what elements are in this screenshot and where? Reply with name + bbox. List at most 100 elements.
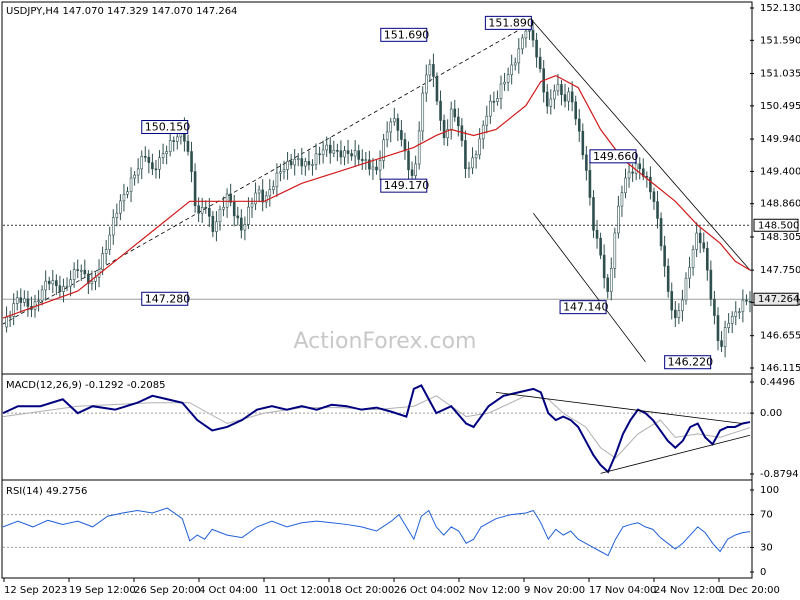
candle-body	[215, 221, 218, 232]
candle-body	[588, 170, 592, 198]
time-tick-label: 11 Oct 12:00	[264, 585, 329, 596]
candle-body	[243, 224, 247, 231]
candle-body	[396, 118, 400, 131]
candle-body	[168, 140, 172, 152]
time-tick-label: 2 Nov 12:00	[459, 585, 520, 596]
candle-body	[723, 327, 727, 347]
time-tick-label: 26 Sep 20:00	[134, 585, 201, 596]
candle-body	[272, 186, 275, 190]
candle-body	[129, 177, 133, 192]
candle-body	[51, 280, 55, 285]
candle-body	[154, 168, 158, 171]
rsi-tick-label: 100	[760, 485, 779, 496]
price-annotation-box	[589, 149, 637, 164]
candle-body	[492, 100, 496, 103]
macd-series	[2, 384, 751, 474]
price-annotation-box	[380, 27, 428, 42]
candle-body	[147, 156, 151, 163]
candle-body	[417, 130, 421, 165]
candle-body	[517, 48, 521, 64]
candle-body	[296, 158, 300, 160]
candle-body	[638, 163, 642, 170]
candle-body	[275, 172, 279, 188]
candle-body	[503, 81, 506, 85]
candle-body	[225, 193, 229, 208]
candle-body	[706, 247, 709, 271]
candle-body	[122, 193, 126, 202]
price-annotation-label: 147.140	[563, 301, 609, 314]
price-annotation-box	[380, 178, 428, 193]
candle-body	[268, 189, 272, 197]
candle-body	[328, 144, 332, 154]
rsi-tick-label: 0	[760, 567, 766, 578]
candle-body	[240, 217, 243, 231]
watermark: ActionForex.com	[294, 329, 477, 354]
candle-body	[684, 277, 688, 301]
candle-body	[318, 153, 321, 156]
time-tick-label: 1 Dec 20:00	[719, 585, 780, 596]
candle-body	[250, 203, 254, 208]
candle-body	[368, 159, 371, 170]
candle-body	[33, 301, 37, 310]
candle-body	[720, 340, 723, 347]
price-tick-label: 150.495	[760, 101, 800, 112]
candle-body	[389, 121, 393, 133]
candle-body	[140, 156, 144, 170]
price-annotation-label: 151.690	[384, 28, 430, 41]
price-annotation-box	[141, 120, 189, 135]
time-tick-label: 12 Sep 2023	[4, 585, 67, 596]
candle-body	[190, 151, 193, 172]
trend-line	[2, 21, 534, 325]
candle-body	[136, 168, 140, 176]
candle-body	[738, 311, 741, 314]
price-annotation-box	[141, 291, 189, 306]
price-tick-label: 149.940	[760, 134, 800, 145]
candle-body	[617, 205, 620, 234]
candle-body	[424, 74, 428, 94]
candle-body	[663, 245, 666, 267]
candle-body	[602, 254, 606, 279]
candle-body	[247, 206, 250, 225]
candle-body	[360, 159, 364, 161]
candle-body	[585, 154, 588, 171]
candle-body	[40, 289, 44, 301]
price-trend-lines	[2, 21, 751, 362]
candle-body	[364, 159, 368, 162]
candle-body	[592, 197, 595, 231]
candle-body	[549, 98, 553, 107]
candle-body	[574, 101, 578, 120]
candle-body	[570, 91, 574, 103]
candle-body	[613, 232, 617, 269]
candle-body	[513, 62, 517, 66]
candle-body	[126, 191, 129, 195]
candle-body	[467, 167, 471, 170]
candle-body	[23, 298, 26, 303]
candle-body	[620, 192, 624, 207]
candle-body	[645, 175, 649, 178]
candle-body	[709, 269, 713, 300]
candle-body	[741, 299, 745, 313]
candle-body	[314, 153, 318, 165]
rsi-tick-label: 70	[760, 510, 773, 521]
candle-body	[606, 277, 610, 292]
candle-body	[652, 191, 656, 202]
price-annotation-box	[559, 300, 607, 315]
candle-body	[69, 279, 72, 287]
candle-body	[300, 158, 304, 167]
candle-body	[151, 162, 154, 170]
candle-body	[748, 300, 752, 303]
candle-body	[158, 157, 161, 170]
candle-body	[79, 269, 83, 272]
time-tick-label: 4 Oct 04:00	[199, 585, 258, 596]
price-tick-label: 151.035	[760, 69, 800, 80]
candle-body	[446, 129, 449, 139]
candle-body	[232, 202, 236, 217]
price-tick-label: 148.305	[760, 232, 800, 243]
price-annotation-label: 147.280	[145, 292, 191, 305]
rsi-axis: 100 70 30 0	[750, 485, 779, 578]
candle-body	[745, 299, 748, 302]
candle-body	[211, 215, 215, 232]
candle-body	[666, 265, 670, 292]
candle-body	[506, 74, 510, 83]
candle-body	[392, 118, 396, 123]
